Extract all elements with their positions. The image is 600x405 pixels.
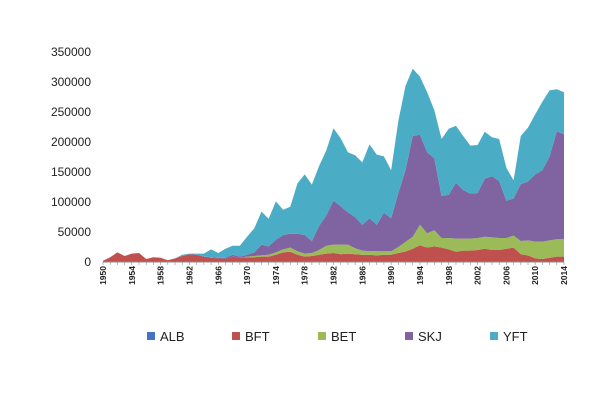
area-series-skj [103,131,564,261]
x-tick-label: 1974 [271,266,281,285]
legend-swatch-yft [490,332,498,340]
x-tick-label: 1990 [386,266,396,285]
legend: ALB BFT BET SKJ YFT [147,329,528,344]
x-tick-label: 2014 [559,266,569,285]
legend-swatch-bet [318,332,326,340]
y-tick-label: 250000 [51,105,91,119]
x-tick-label: 1998 [444,266,454,285]
area-series-bet [103,224,564,261]
y-tick-label: 0 [84,255,91,269]
legend-label-skj: SKJ [418,329,442,344]
area-series-yft [103,68,564,261]
legend-swatch-skj [405,332,413,340]
x-tick-label: 1994 [415,266,425,285]
legend-label-bft: BFT [245,329,270,344]
y-tick-label: 100000 [51,195,91,209]
legend-swatch-bft [232,332,240,340]
x-tick-label: 1950 [98,266,108,285]
x-tick-label: 1954 [127,266,137,285]
x-tick-label: 1962 [184,266,194,285]
x-tick-label: 1970 [242,266,252,285]
y-tick-label: 300000 [51,75,91,89]
x-tick-label: 1986 [357,266,367,285]
x-tick-label: 2002 [473,266,483,285]
y-tick-label: 350000 [51,45,91,59]
x-tick-label: 1978 [300,266,310,285]
x-tick-label: 1966 [213,266,223,285]
legend-swatch-alb [147,332,155,340]
axes-layer: 0 50000 100000 150000 200000 250000 300000 3500… [51,45,569,285]
legend-label-alb: ALB [160,329,185,344]
legend-label-bet: BET [331,329,356,344]
x-tick-label: 1982 [329,266,339,285]
y-tick-label: 150000 [51,165,91,179]
x-tick-label: 2010 [530,266,540,285]
y-tick-label: 50000 [58,225,92,239]
legend-label-yft: YFT [503,329,528,344]
area-layer [103,68,564,262]
x-tick-label: 2006 [501,266,511,285]
y-tick-label: 200000 [51,135,91,149]
x-tick-label: 1958 [156,266,166,285]
